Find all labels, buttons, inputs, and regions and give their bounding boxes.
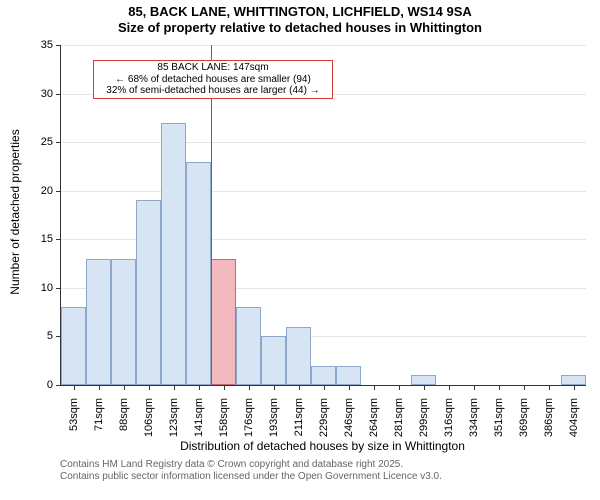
y-tick-mark: [56, 385, 61, 386]
footer-line-1: Contains HM Land Registry data © Crown c…: [60, 459, 442, 471]
x-axis-label: Distribution of detached houses by size …: [60, 439, 585, 453]
y-tick-mark: [56, 239, 61, 240]
y-tick-label: 5: [33, 330, 53, 342]
annotation-line-2: ← 68% of detached houses are smaller (94…: [98, 74, 328, 86]
histogram-bar: [186, 162, 211, 385]
gridline: [61, 45, 586, 46]
chart-container: 85, BACK LANE, WHITTINGTON, LICHFIELD, W…: [0, 0, 600, 500]
x-tick-mark: [549, 385, 550, 390]
x-tick-mark: [524, 385, 525, 390]
y-tick-label: 0: [33, 379, 53, 391]
y-tick-label: 25: [33, 136, 53, 148]
annotation-line-3: 32% of semi-detached houses are larger (…: [98, 85, 328, 97]
histogram-bar: [236, 307, 261, 385]
histogram-bar: [311, 366, 336, 385]
x-tick-mark: [74, 385, 75, 390]
y-tick-mark: [56, 45, 61, 46]
histogram-bar: [161, 123, 186, 385]
histogram-bar: [86, 259, 111, 385]
gridline: [61, 142, 586, 143]
x-tick-mark: [199, 385, 200, 390]
x-tick-mark: [174, 385, 175, 390]
x-tick-mark: [274, 385, 275, 390]
histogram-bar: [286, 327, 311, 385]
gridline: [61, 191, 586, 192]
histogram-bar: [211, 259, 236, 385]
y-tick-label: 35: [33, 39, 53, 51]
y-tick-label: 30: [33, 88, 53, 100]
y-tick-label: 15: [33, 233, 53, 245]
annotation-line-1: 85 BACK LANE: 147sqm: [98, 62, 328, 74]
y-tick-mark: [56, 288, 61, 289]
histogram-bar: [561, 375, 586, 385]
x-tick-mark: [574, 385, 575, 390]
x-tick-mark: [124, 385, 125, 390]
y-tick-mark: [56, 142, 61, 143]
x-tick-mark: [99, 385, 100, 390]
y-tick-mark: [56, 191, 61, 192]
y-tick-mark: [56, 94, 61, 95]
y-axis-label: Number of detached properties: [8, 112, 22, 312]
histogram-bar: [111, 259, 136, 385]
plot-area: 0510152025303553sqm71sqm88sqm106sqm123sq…: [60, 45, 586, 386]
x-tick-mark: [474, 385, 475, 390]
x-tick-mark: [149, 385, 150, 390]
x-tick-mark: [299, 385, 300, 390]
y-tick-label: 20: [33, 185, 53, 197]
histogram-bar: [136, 200, 161, 385]
x-tick-mark: [349, 385, 350, 390]
x-tick-mark: [499, 385, 500, 390]
x-tick-mark: [399, 385, 400, 390]
chart-title-line-2: Size of property relative to detached ho…: [0, 20, 600, 36]
histogram-bar: [336, 366, 361, 385]
x-tick-mark: [374, 385, 375, 390]
x-tick-mark: [324, 385, 325, 390]
footer-line-2: Contains public sector information licen…: [60, 471, 442, 483]
chart-title-line-1: 85, BACK LANE, WHITTINGTON, LICHFIELD, W…: [0, 0, 600, 20]
attribution-footer: Contains HM Land Registry data © Crown c…: [60, 459, 442, 482]
histogram-bar: [61, 307, 86, 385]
x-tick-mark: [224, 385, 225, 390]
histogram-bar: [411, 375, 436, 385]
x-tick-mark: [449, 385, 450, 390]
x-tick-mark: [424, 385, 425, 390]
annotation-callout: 85 BACK LANE: 147sqm← 68% of detached ho…: [93, 60, 333, 99]
y-tick-label: 10: [33, 282, 53, 294]
x-tick-mark: [249, 385, 250, 390]
histogram-bar: [261, 336, 286, 385]
